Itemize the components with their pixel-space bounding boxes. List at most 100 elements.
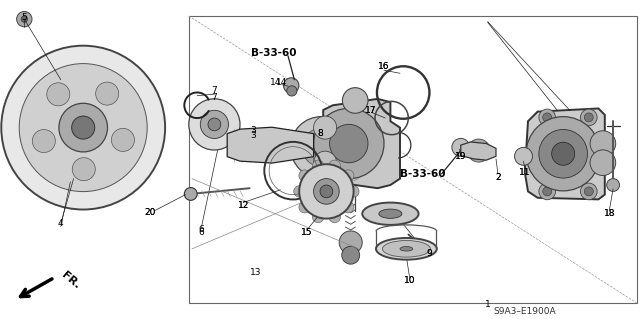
- Ellipse shape: [313, 139, 330, 156]
- Text: 12: 12: [237, 201, 249, 210]
- Text: 6: 6: [199, 228, 204, 237]
- Text: 17: 17: [365, 106, 377, 115]
- Ellipse shape: [314, 116, 337, 139]
- Ellipse shape: [291, 117, 352, 178]
- Text: 7: 7: [212, 86, 217, 95]
- Ellipse shape: [208, 118, 221, 131]
- Ellipse shape: [515, 147, 532, 165]
- Ellipse shape: [383, 241, 431, 257]
- Text: 8: 8: [317, 130, 323, 138]
- Ellipse shape: [590, 150, 616, 175]
- Ellipse shape: [314, 108, 384, 179]
- Ellipse shape: [348, 186, 359, 197]
- Text: 2: 2: [495, 173, 500, 182]
- Ellipse shape: [526, 117, 600, 191]
- Text: 19: 19: [455, 152, 467, 161]
- Ellipse shape: [584, 187, 593, 196]
- Text: 5: 5: [22, 13, 27, 22]
- Ellipse shape: [342, 170, 354, 182]
- Ellipse shape: [314, 179, 339, 204]
- Ellipse shape: [543, 113, 552, 122]
- Text: 14: 14: [276, 78, 287, 87]
- Text: 2: 2: [495, 173, 500, 182]
- Ellipse shape: [312, 160, 324, 172]
- Ellipse shape: [59, 103, 108, 152]
- Text: 1: 1: [485, 300, 490, 309]
- Ellipse shape: [379, 209, 402, 219]
- Bar: [189, 16, 637, 303]
- Ellipse shape: [452, 138, 470, 156]
- Ellipse shape: [19, 63, 147, 192]
- Ellipse shape: [17, 11, 32, 27]
- Ellipse shape: [299, 170, 310, 182]
- Ellipse shape: [294, 186, 305, 197]
- Ellipse shape: [580, 109, 597, 126]
- Ellipse shape: [339, 231, 362, 254]
- Ellipse shape: [299, 201, 310, 213]
- Text: 18: 18: [604, 209, 615, 218]
- Ellipse shape: [189, 99, 240, 150]
- Ellipse shape: [302, 128, 340, 167]
- Text: 19: 19: [455, 152, 467, 161]
- Text: B-33-60: B-33-60: [399, 169, 445, 179]
- Ellipse shape: [584, 113, 593, 122]
- Ellipse shape: [539, 183, 556, 200]
- Ellipse shape: [320, 185, 333, 198]
- Ellipse shape: [330, 124, 368, 163]
- Ellipse shape: [300, 164, 353, 219]
- Ellipse shape: [47, 83, 70, 106]
- Text: 20: 20: [145, 208, 156, 217]
- Ellipse shape: [72, 158, 95, 181]
- Ellipse shape: [590, 131, 616, 156]
- Ellipse shape: [284, 78, 299, 93]
- Text: 11: 11: [519, 168, 531, 177]
- Ellipse shape: [539, 130, 588, 178]
- Ellipse shape: [362, 203, 419, 225]
- Ellipse shape: [111, 128, 134, 152]
- Ellipse shape: [21, 16, 28, 22]
- Ellipse shape: [184, 188, 197, 200]
- Ellipse shape: [580, 183, 597, 200]
- Text: 18: 18: [604, 209, 615, 218]
- Ellipse shape: [342, 201, 354, 213]
- Text: 9: 9: [426, 249, 431, 258]
- Text: 3: 3: [250, 131, 255, 140]
- Text: 15: 15: [301, 228, 313, 237]
- Ellipse shape: [312, 211, 324, 223]
- Polygon shape: [323, 99, 400, 188]
- Text: 12: 12: [237, 201, 249, 210]
- Ellipse shape: [32, 130, 55, 152]
- Ellipse shape: [342, 246, 360, 264]
- Text: FR.: FR.: [60, 270, 82, 291]
- Ellipse shape: [72, 116, 95, 139]
- Ellipse shape: [287, 86, 297, 96]
- Text: 15: 15: [301, 228, 313, 237]
- Text: 16: 16: [378, 63, 390, 71]
- Polygon shape: [525, 108, 605, 199]
- Text: 6: 6: [199, 225, 204, 234]
- Ellipse shape: [329, 160, 340, 172]
- Text: 4: 4: [58, 219, 63, 228]
- Text: 3: 3: [250, 126, 255, 135]
- Text: S9A3–E1900A: S9A3–E1900A: [493, 307, 556, 315]
- Text: 16: 16: [378, 63, 390, 71]
- Ellipse shape: [552, 142, 575, 165]
- Text: 20: 20: [145, 208, 156, 217]
- Ellipse shape: [411, 239, 419, 246]
- Text: 14: 14: [270, 78, 282, 87]
- Ellipse shape: [543, 187, 552, 196]
- Text: 13: 13: [250, 268, 262, 277]
- Polygon shape: [227, 127, 314, 163]
- Ellipse shape: [342, 88, 368, 113]
- Text: 9: 9: [426, 249, 431, 258]
- Text: 10: 10: [404, 276, 415, 285]
- Ellipse shape: [467, 139, 490, 162]
- Ellipse shape: [400, 247, 413, 251]
- Text: 7: 7: [212, 93, 217, 102]
- Text: B-33-60: B-33-60: [251, 48, 297, 58]
- Text: 17: 17: [365, 106, 377, 115]
- Ellipse shape: [329, 211, 340, 223]
- Text: 11: 11: [519, 168, 531, 177]
- Text: 10: 10: [404, 276, 415, 285]
- Ellipse shape: [376, 238, 436, 260]
